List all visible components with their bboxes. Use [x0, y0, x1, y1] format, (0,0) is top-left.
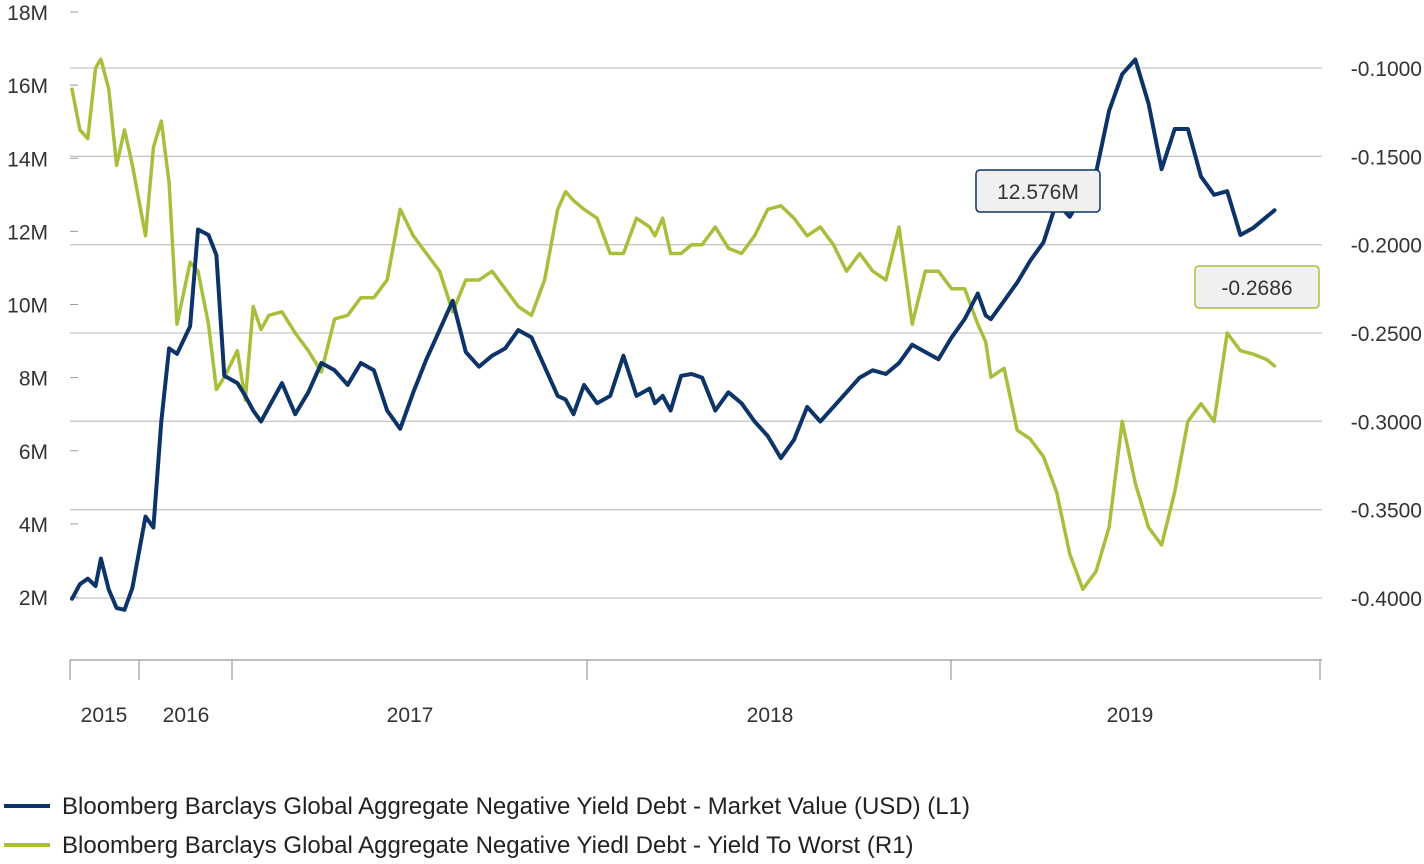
legend-label-yield-to-worst: Bloomberg Barclays Global Aggregate Nega…	[62, 832, 914, 859]
left-tick-label-8: 18M	[7, 2, 48, 25]
yield-callout: -0.2686	[1194, 265, 1320, 309]
series-line-yield-to-worst	[70, 57, 1277, 591]
left-tick-label-5: 12M	[7, 221, 48, 244]
left-tick-label-0: 2M	[19, 587, 48, 610]
left-tick-label-7: 16M	[7, 75, 48, 98]
legend-item-yield-to-worst: Bloomberg Barclays Global Aggregate Nega…	[4, 832, 914, 859]
right-tick-label-5: -0.3500	[1351, 500, 1422, 523]
left-tick-label-1: 4M	[19, 514, 48, 537]
callouts: 12.576M -0.2686	[975, 169, 1320, 309]
yield-callout-box	[1194, 265, 1320, 309]
market-value-callout: 12.576M	[975, 169, 1101, 213]
market-value-callout-box	[975, 169, 1101, 213]
yield-callout-text: -0.2686	[1221, 277, 1292, 300]
right-tick-label-6: -0.4000	[1351, 588, 1422, 611]
right-tick-label-4: -0.3000	[1351, 411, 1422, 434]
x-tick-label-3: 2018	[747, 704, 794, 727]
market-value-callout-text: 12.576M	[997, 181, 1079, 204]
right-tick-label-1: -0.1500	[1351, 146, 1422, 169]
legend-item-market-value: Bloomberg Barclays Global Aggregate Nega…	[4, 793, 970, 820]
x-axis: 2015 2016 2017 2018 2019	[69, 659, 1322, 727]
right-axis: -0.1000 -0.1500 -0.2000 -0.2500 -0.3000 -0.35…	[1351, 58, 1422, 611]
left-axis: 2M 4M 6M 8M 10M 12M 14M 16M 18M	[7, 2, 78, 610]
series-line-market-value	[70, 57, 1277, 612]
left-tick-label-4: 10M	[7, 295, 48, 318]
left-tick-label-2: 6M	[19, 441, 48, 464]
right-tick-label-0: -0.1000	[1351, 58, 1422, 81]
gridlines	[70, 67, 1322, 599]
x-tick-label-1: 2016	[163, 704, 210, 727]
left-tick-label-6: 14M	[7, 148, 48, 171]
legend: Bloomberg Barclays Global Aggregate Nega…	[4, 793, 970, 859]
right-tick-label-3: -0.2500	[1351, 323, 1422, 346]
x-tick-label-0: 2015	[81, 704, 128, 727]
left-tick-label-3: 8M	[19, 368, 48, 391]
x-tick-label-2: 2017	[387, 704, 434, 727]
series-lines	[70, 57, 1277, 612]
legend-label-market-value: Bloomberg Barclays Global Aggregate Nega…	[62, 793, 970, 820]
x-tick-label-4: 2019	[1107, 704, 1154, 727]
right-tick-label-2: -0.2000	[1351, 235, 1422, 258]
